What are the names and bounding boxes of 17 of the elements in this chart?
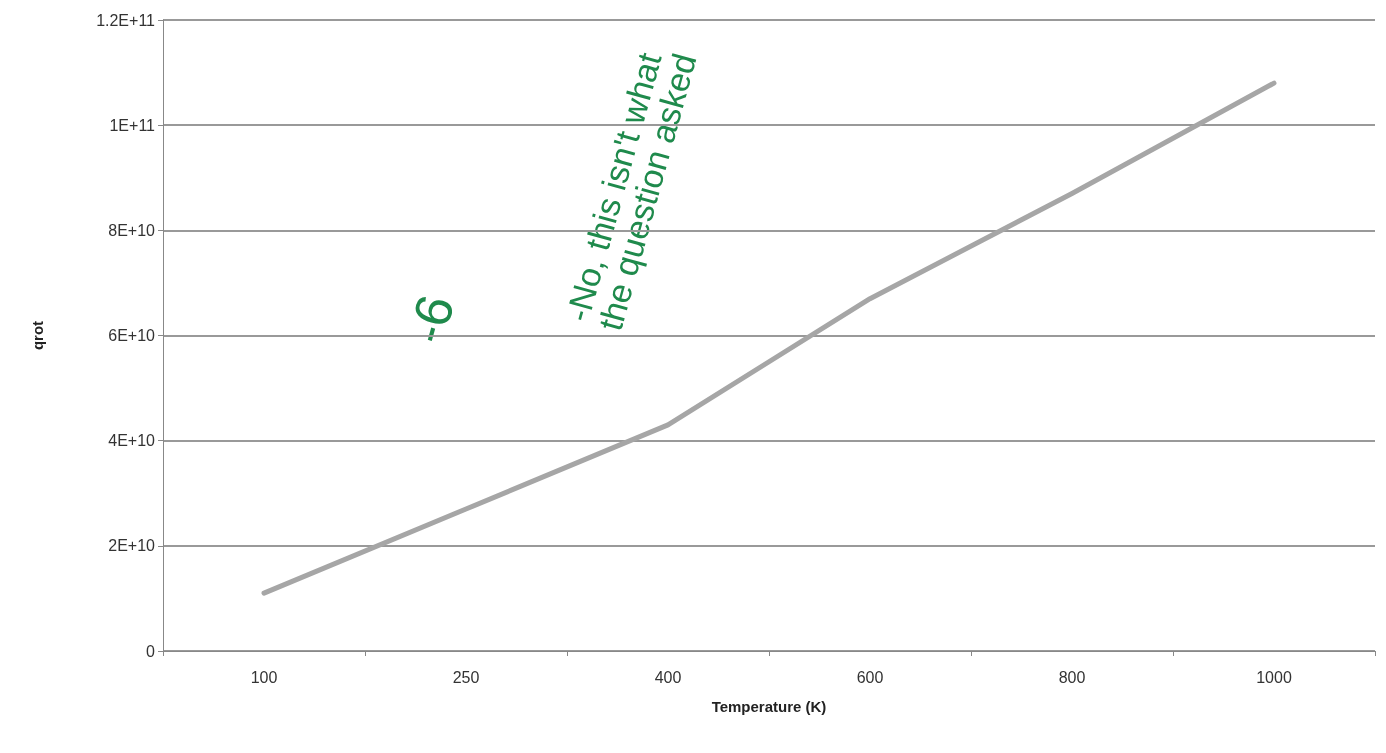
- y-axis-title: qrot: [29, 320, 46, 351]
- x-tick-label: 400: [654, 668, 682, 686]
- y-tick-label: 1.2E+11: [96, 11, 156, 29]
- y-tick-label: 4E+10: [108, 432, 156, 450]
- annotation: -No, this isn't what the question asked: [558, 39, 704, 335]
- x-tick-label: 800: [1058, 668, 1086, 686]
- y-tick-label: 0: [146, 642, 156, 660]
- x-tick-label: 600: [856, 668, 884, 686]
- y-tick-label: 8E+10: [108, 221, 156, 239]
- x-tick-label: 250: [452, 668, 480, 686]
- y-tick-label: 1E+11: [109, 116, 156, 134]
- x-tick-label: 100: [250, 668, 278, 686]
- x-tick-label: 1000: [1256, 668, 1292, 686]
- y-tick-label: 2E+10: [108, 537, 156, 555]
- x-axis-title: Temperature (K): [711, 698, 827, 715]
- annotation: -6: [397, 289, 466, 350]
- y-tick-label: 6E+10: [108, 327, 156, 344]
